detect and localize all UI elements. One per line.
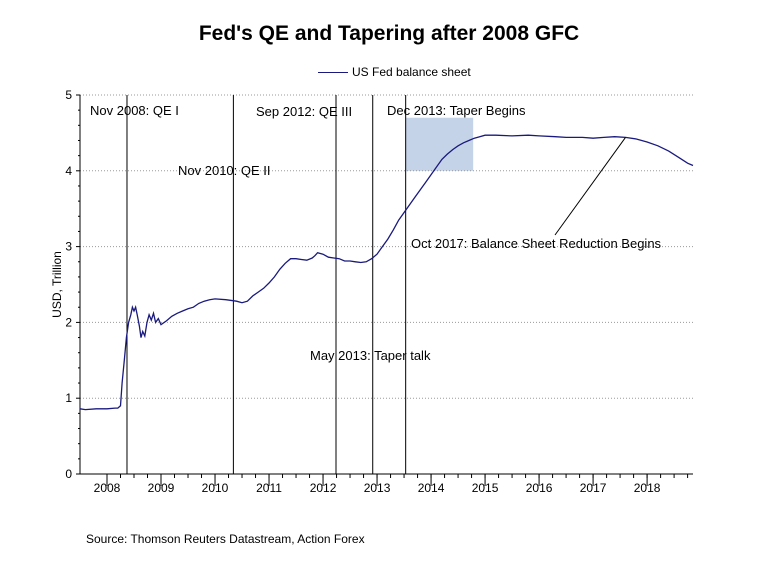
event-label-2: Nov 2010: QE II	[178, 163, 271, 178]
x-tick-label-2018: 2018	[634, 481, 661, 495]
x-tick-label-2017: 2017	[580, 481, 607, 495]
x-tick-label-2008: 2008	[94, 481, 121, 495]
annotation-balance-sheet-reduction: Oct 2017: Balance Sheet Reduction Begins	[411, 236, 662, 251]
event-label-1: Nov 2008: QE I	[90, 103, 179, 118]
legend-line-swatch	[318, 71, 348, 73]
legend: US Fed balance sheet	[318, 64, 471, 80]
y-tick-label-3: 3	[65, 240, 72, 254]
series-line-1	[79, 134, 694, 411]
x-tick-label-2016: 2016	[526, 481, 553, 495]
x-tick-label-2012: 2012	[310, 481, 337, 495]
chart-title: Fed's QE and Tapering after 2008 GFC	[198, 22, 580, 45]
y-tick-label-2: 2	[65, 315, 72, 329]
y-axis-label: USD, Trillion	[50, 251, 64, 318]
y-tick-label-5: 5	[65, 88, 72, 102]
source-note: Source: Thomson Reuters Datastream, Acti…	[86, 532, 365, 546]
y-tick-label-1: 1	[65, 391, 72, 405]
x-tick-label-2009: 2009	[148, 481, 175, 495]
legend-label: US Fed balance sheet	[352, 65, 471, 79]
event-label-3: Sep 2012: QE III	[256, 104, 352, 119]
x-tick-label-2014: 2014	[418, 481, 445, 495]
annotation-leader-line	[554, 137, 626, 236]
x-tick-label-2011: 2011	[256, 481, 282, 495]
x-tick-label-2015: 2015	[472, 481, 499, 495]
x-tick-label-2010: 2010	[202, 481, 229, 495]
y-tick-label-0: 0	[65, 467, 72, 481]
event-label-4: May 2013: Taper talk	[310, 348, 431, 363]
x-tick-label-2013: 2013	[364, 481, 391, 495]
y-tick-label-4: 4	[65, 164, 72, 178]
event-label-5: Dec 2013: Taper Begins	[387, 103, 526, 118]
